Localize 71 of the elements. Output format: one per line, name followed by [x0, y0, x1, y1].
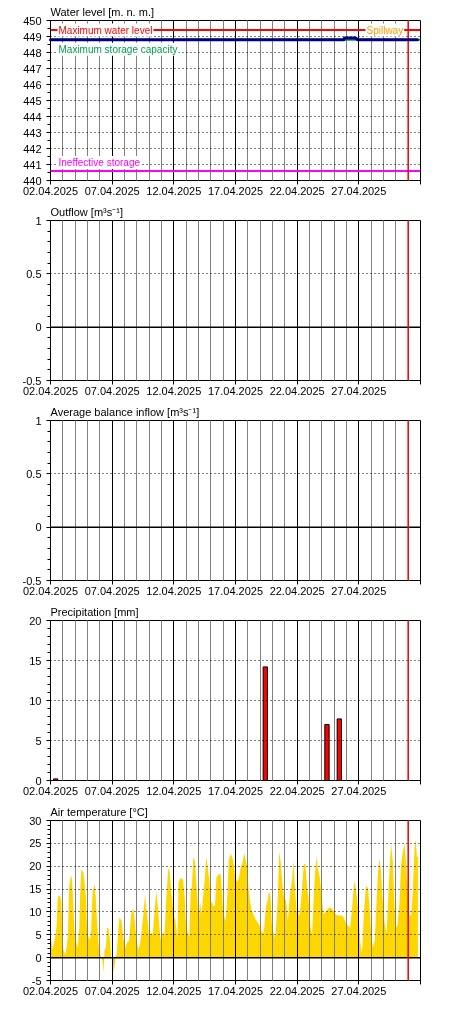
x-tick-label: 12.04.2025 [146, 784, 202, 797]
x-tick-label: 17.04.2025 [207, 384, 264, 397]
x-tick-label: 22.04.2025 [269, 584, 325, 597]
y-tick-label: 0.5 [26, 467, 42, 480]
x-tick-label: 02.04.2025 [22, 184, 79, 197]
x-tick-label: 27.04.2025 [331, 384, 387, 397]
y-tick-label: -5 [31, 974, 42, 987]
x-tick-label: 27.04.2025 [331, 784, 387, 797]
y-tick-label: 30 [29, 814, 42, 827]
ref-line-label: Maximum storage capacity [58, 43, 178, 55]
chart-title: Outflow [m³s⁻¹] [50, 205, 123, 218]
ref-line-label: Maximum water level [58, 24, 153, 36]
annotation: Spillway [366, 24, 404, 36]
y-tick-label: 0.5 [26, 267, 42, 280]
y-tick-label: 0 [35, 951, 42, 964]
chart-title: Average balance inflow [m³s⁻¹] [50, 405, 200, 418]
ref-line-label: Ineffective storage [58, 156, 141, 168]
y-tick-label: 15 [29, 654, 42, 667]
y-tick-label: 1 [35, 214, 42, 227]
y-tick-label: 20 [29, 614, 42, 627]
x-tick-label: 07.04.2025 [84, 184, 140, 197]
y-tick-label: -0.5 [22, 574, 42, 587]
y-tick-label: 447 [23, 62, 42, 75]
y-tick-label: 20 [29, 860, 42, 873]
x-tick-label: 07.04.2025 [84, 384, 140, 397]
y-tick-label: 5 [35, 928, 42, 941]
y-tick-label: 1 [35, 414, 42, 427]
chart-title: Water level [m. n. m.] [50, 5, 155, 18]
y-tick-label: 449 [23, 30, 42, 43]
x-tick-label: 02.04.2025 [22, 984, 79, 997]
y-tick-label: 5 [35, 734, 42, 747]
y-tick-label: 444 [23, 110, 42, 123]
y-tick-label: 0 [35, 521, 42, 534]
x-tick-label: 02.04.2025 [22, 784, 79, 797]
x-tick-label: 17.04.2025 [207, 984, 264, 997]
x-tick-label: 27.04.2025 [331, 984, 387, 997]
chart-title: Air temperature [°C] [50, 805, 148, 818]
chart-title: Precipitation [mm] [50, 605, 139, 618]
x-tick-label: 22.04.2025 [269, 784, 325, 797]
x-tick-label: 12.04.2025 [146, 384, 202, 397]
x-tick-label: 12.04.2025 [146, 584, 202, 597]
y-tick-label: -0.5 [22, 374, 42, 387]
x-tick-label: 12.04.2025 [146, 184, 202, 197]
y-tick-label: 446 [23, 78, 42, 91]
y-tick-label: 445 [23, 94, 42, 107]
y-tick-label: 450 [23, 14, 42, 27]
y-tick-label: 0 [35, 321, 42, 334]
x-tick-label: 02.04.2025 [22, 384, 79, 397]
y-tick-label: 10 [29, 905, 42, 918]
y-tick-label: 448 [23, 46, 42, 59]
x-tick-label: 12.04.2025 [146, 984, 202, 997]
y-tick-label: 25 [29, 837, 42, 850]
y-tick-label: 442 [23, 142, 42, 155]
x-tick-label: 17.04.2025 [207, 584, 264, 597]
y-tick-label: 443 [23, 126, 42, 139]
x-tick-label: 17.04.2025 [207, 784, 264, 797]
x-tick-label: 27.04.2025 [331, 184, 387, 197]
y-tick-label: 15 [29, 883, 42, 896]
x-tick-label: 22.04.2025 [269, 184, 325, 197]
x-tick-label: 02.04.2025 [22, 584, 79, 597]
x-tick-label: 07.04.2025 [84, 784, 140, 797]
y-tick-label: 441 [23, 158, 42, 171]
x-tick-label: 22.04.2025 [269, 984, 325, 997]
x-tick-label: 07.04.2025 [84, 984, 140, 997]
x-tick-label: 17.04.2025 [207, 184, 264, 197]
x-tick-label: 22.04.2025 [269, 384, 325, 397]
y-tick-label: 0 [35, 774, 42, 787]
y-tick-label: 10 [29, 694, 42, 707]
y-tick-label: 440 [23, 174, 42, 187]
x-tick-label: 27.04.2025 [331, 584, 387, 597]
x-tick-label: 07.04.2025 [84, 584, 140, 597]
